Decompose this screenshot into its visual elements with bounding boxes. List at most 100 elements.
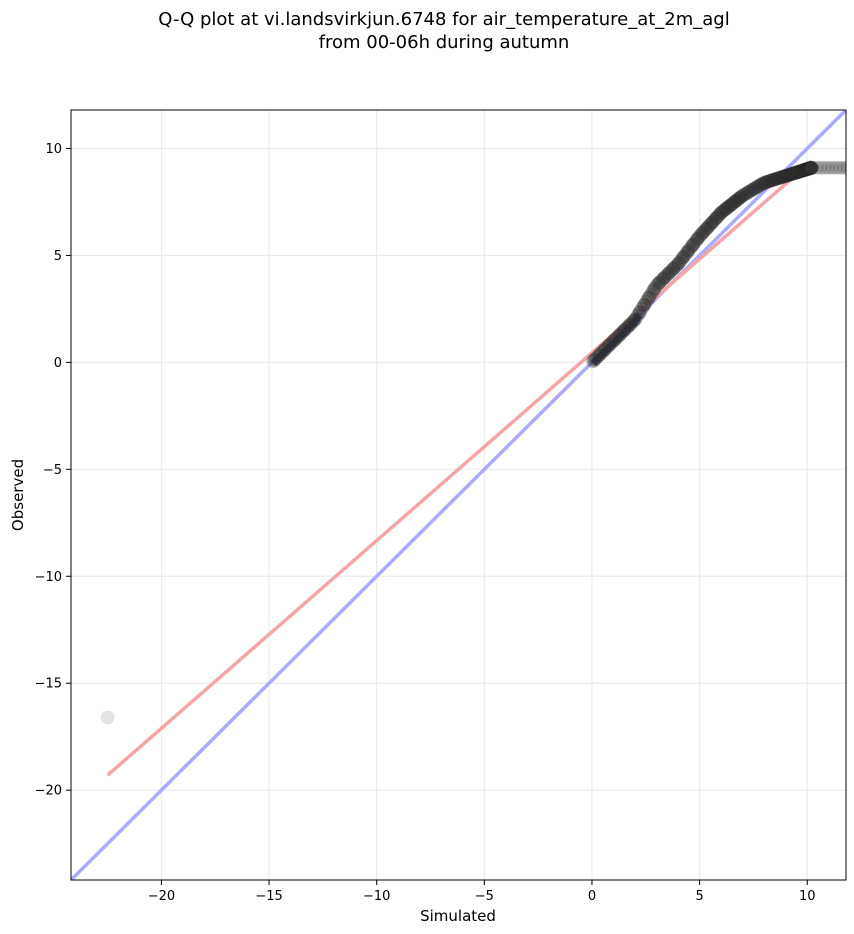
qq-point <box>658 269 673 284</box>
x-axis-ticks: −20 −15 −10 −5 0 5 10 <box>148 880 816 904</box>
qq-point <box>597 343 612 358</box>
qq-point <box>798 162 813 177</box>
qq-point <box>772 170 787 185</box>
qq-point <box>607 333 622 348</box>
qq-point <box>803 160 818 175</box>
qq-point <box>653 273 668 288</box>
chart-title-line-1: Q-Q plot at vi.landsvirkjun.6748 for air… <box>158 9 729 30</box>
qq-point <box>626 314 641 329</box>
qq-point <box>762 174 777 189</box>
qq-point <box>784 167 799 182</box>
qq-point <box>712 207 727 222</box>
qq-point <box>699 222 714 237</box>
qq-point <box>752 178 767 193</box>
qq-point <box>801 161 816 176</box>
qq-point <box>632 305 647 320</box>
qq-point <box>775 169 790 184</box>
qq-point <box>587 352 602 367</box>
qq-point <box>832 160 846 175</box>
qq-point <box>783 167 798 182</box>
qq-point <box>796 163 811 178</box>
qq-point <box>668 260 683 275</box>
qq-point <box>802 161 817 176</box>
qq-point <box>798 162 813 177</box>
qq-point <box>681 244 696 259</box>
qq-point <box>821 160 836 175</box>
qq-point <box>722 199 737 214</box>
qq-point <box>801 161 816 176</box>
qq-point <box>637 298 652 313</box>
qq-point <box>785 166 800 181</box>
qq-point <box>710 209 725 224</box>
qq-point <box>791 164 806 179</box>
qq-point <box>791 164 806 179</box>
qq-point <box>728 194 743 209</box>
qq-point <box>741 184 756 199</box>
qq-point <box>747 181 762 196</box>
qq-point <box>708 211 723 226</box>
qq-point <box>776 169 791 184</box>
qq-point <box>799 162 814 177</box>
qq-point <box>767 172 782 187</box>
qq-point <box>737 187 752 202</box>
qq-point <box>749 180 764 195</box>
qq-point <box>848 161 854 174</box>
qq-point <box>726 195 741 210</box>
qq-point <box>647 281 662 296</box>
qq-point <box>800 162 814 177</box>
y-tick-label: −20 <box>35 784 62 799</box>
qq-point <box>592 347 607 362</box>
qq-point <box>809 160 824 175</box>
qq-point <box>693 227 708 242</box>
qq-point <box>799 162 814 177</box>
qq-point <box>804 160 819 175</box>
qq-point <box>612 328 627 343</box>
qq-point <box>802 161 817 176</box>
qq-point <box>645 284 660 299</box>
qq-point <box>801 161 816 176</box>
qq-point <box>641 291 656 306</box>
qq-point <box>676 250 691 265</box>
y-tick-label: 10 <box>45 142 62 157</box>
qq-point <box>637 298 652 313</box>
qq-point <box>586 354 601 369</box>
qq-point <box>794 163 809 178</box>
qq-point <box>100 710 115 725</box>
qq-point <box>776 169 791 184</box>
y-tick-label: −15 <box>35 677 62 692</box>
qq-point <box>721 200 735 215</box>
qq-point <box>765 173 780 188</box>
qq-point <box>840 160 846 175</box>
qq-point <box>590 349 605 364</box>
qq-point <box>604 336 619 351</box>
qq-point <box>785 166 800 181</box>
qq-point <box>803 161 818 176</box>
y-tick-label: 0 <box>54 356 62 371</box>
qq-point <box>745 182 760 197</box>
qq-point <box>622 318 637 333</box>
qq-point <box>635 301 650 316</box>
qq-point <box>685 237 700 252</box>
qq-point <box>704 215 719 230</box>
qq-point <box>798 162 813 177</box>
x-tick-label: −15 <box>255 889 282 904</box>
qq-point <box>793 164 808 179</box>
qq-point <box>692 229 707 244</box>
qq-point <box>744 183 759 198</box>
x-tick-label: 0 <box>588 889 596 904</box>
qq-point <box>592 347 607 362</box>
qq-point <box>796 163 811 178</box>
qq-point <box>719 201 734 216</box>
qq-point <box>793 164 808 179</box>
qq-point <box>780 168 795 183</box>
qq-point <box>750 179 765 194</box>
qq-point <box>661 266 676 281</box>
qq-point <box>804 160 819 175</box>
y-tick-label: −5 <box>43 463 62 478</box>
qq-point <box>768 172 783 187</box>
qq-point <box>683 241 698 256</box>
qq-point <box>738 186 753 201</box>
qq-point <box>739 186 754 201</box>
qq-point <box>697 223 712 238</box>
